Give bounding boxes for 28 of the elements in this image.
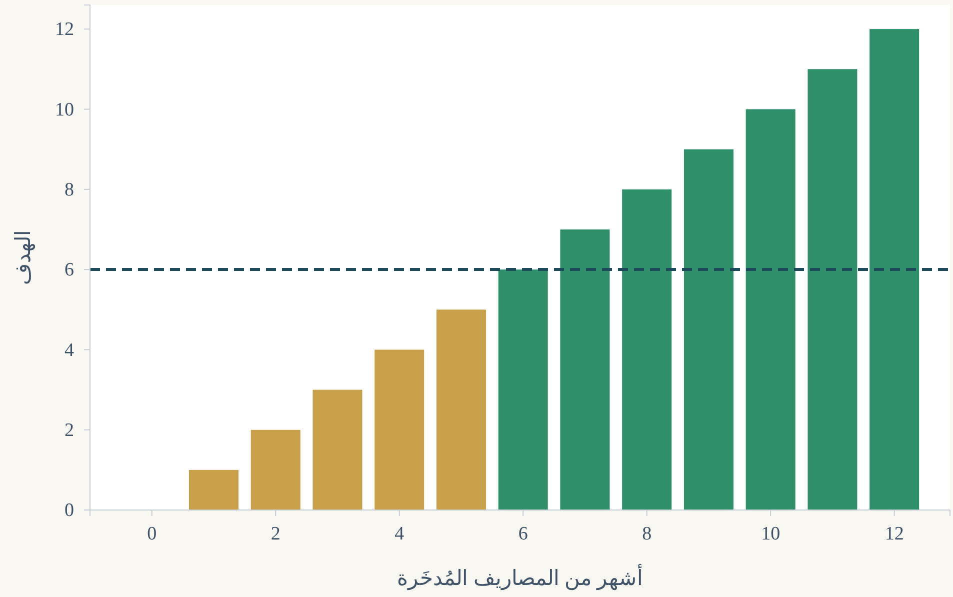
bar	[684, 149, 734, 510]
y-tick-label: 12	[55, 19, 74, 40]
y-axis-title: الهدف	[11, 230, 36, 285]
x-tick-label: 4	[394, 523, 405, 544]
bar	[374, 350, 424, 510]
y-tick-label: 2	[64, 420, 74, 441]
y-tick-label: 6	[64, 260, 74, 281]
bar	[498, 270, 548, 510]
bar	[622, 189, 672, 510]
x-tick-label: 2	[270, 523, 280, 544]
y-tick-label: 0	[64, 500, 74, 522]
x-axis-title: أشهر من المصاريف المُدخَرة	[397, 563, 643, 591]
bar	[808, 69, 858, 510]
bar	[560, 229, 610, 510]
y-tick-label: 8	[64, 179, 74, 200]
y-tick-label: 10	[55, 99, 74, 120]
x-tick-label: 10	[761, 523, 780, 544]
bar	[250, 430, 300, 510]
x-tick-label: 8	[642, 523, 652, 544]
x-tick-label: 6	[518, 523, 528, 544]
bar	[436, 310, 486, 510]
bar	[188, 470, 238, 510]
x-tick-label: 0	[147, 523, 157, 544]
bar	[746, 109, 796, 510]
y-tick-label: 4	[64, 340, 74, 361]
x-tick-label: 12	[884, 523, 904, 544]
bar	[312, 390, 362, 510]
bar	[870, 29, 920, 510]
